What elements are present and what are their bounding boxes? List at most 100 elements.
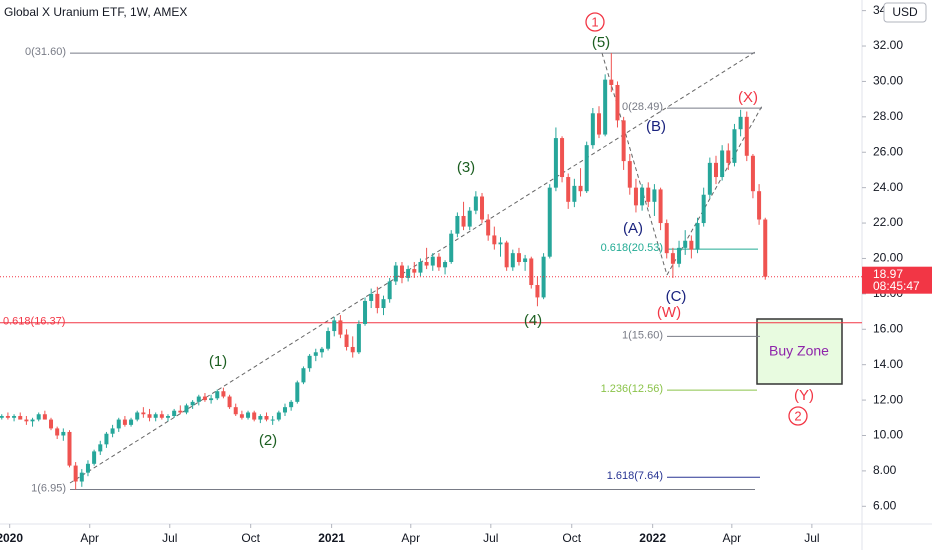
candle-body xyxy=(695,223,700,250)
candle-body xyxy=(523,258,528,262)
y-tick-label: 6.00 xyxy=(873,498,897,512)
candle-body xyxy=(640,187,645,206)
candle-body xyxy=(412,269,417,273)
candle-body xyxy=(516,253,521,262)
candle-body xyxy=(246,412,251,418)
candle-body xyxy=(621,120,626,162)
candle-body xyxy=(633,187,638,206)
candle-body xyxy=(141,412,146,415)
candle-body xyxy=(295,382,300,402)
candle-body xyxy=(387,281,392,300)
candle-body xyxy=(276,412,281,420)
candle-body xyxy=(227,396,232,408)
wave-label: 1 xyxy=(591,14,598,29)
candle-body xyxy=(172,410,177,417)
candle-body xyxy=(326,331,331,349)
wave-label: (1) xyxy=(209,353,227,370)
candle-body xyxy=(707,162,712,195)
price-tag-countdown: 08:45:47 xyxy=(873,279,920,293)
candle-body xyxy=(0,416,4,418)
candle-body xyxy=(344,334,349,347)
candle-body xyxy=(264,416,269,420)
candle-body xyxy=(418,262,423,273)
candle-body xyxy=(30,419,35,422)
candle-body xyxy=(135,412,140,420)
candle-body xyxy=(572,185,577,202)
candle-body xyxy=(510,253,515,268)
x-tick-label: Oct xyxy=(562,531,581,545)
candle-body xyxy=(42,414,47,420)
buy-zone xyxy=(756,318,843,385)
candle-body xyxy=(547,187,552,257)
candle-body xyxy=(627,161,632,188)
candle-body xyxy=(153,414,158,418)
candle-body xyxy=(406,269,411,278)
price-tag-value: 18.97 xyxy=(873,267,903,281)
candle-body xyxy=(159,414,164,418)
candle-body xyxy=(424,262,429,266)
candle-body xyxy=(363,300,368,324)
buy-zone-label: Buy Zone xyxy=(769,343,829,359)
x-tick-label: 2022 xyxy=(639,531,666,545)
currency-box xyxy=(883,2,927,23)
candle-body xyxy=(535,285,540,298)
candle-body xyxy=(732,129,737,163)
y-tick-label: 14.00 xyxy=(873,357,903,371)
candle-body xyxy=(757,191,762,220)
y-tick-label: 22.00 xyxy=(873,215,903,229)
candle-body xyxy=(744,116,749,156)
candle-body xyxy=(233,407,238,415)
wave-label: (C) xyxy=(666,288,687,305)
fib-label: 1.236(12.56) xyxy=(601,383,663,395)
fib-label: 0(28.49) xyxy=(622,101,663,113)
candle-body xyxy=(430,256,435,266)
candle-body xyxy=(670,253,675,264)
candle-body xyxy=(196,396,201,402)
candle-body xyxy=(603,79,608,135)
candle-body xyxy=(504,242,509,268)
x-tick-label: Oct xyxy=(241,531,260,545)
candle-body xyxy=(5,416,10,418)
candle-body xyxy=(258,416,263,420)
wave-label: (A) xyxy=(623,220,643,237)
candle-body xyxy=(147,414,152,418)
y-tick-label: 24.00 xyxy=(873,180,903,194)
candle-body xyxy=(221,391,226,397)
candle-body xyxy=(92,451,97,464)
trend-line xyxy=(69,51,756,484)
candle-body xyxy=(122,419,127,425)
candle-body xyxy=(449,233,454,262)
candle-body xyxy=(252,412,257,420)
wave-label: (Y) xyxy=(794,387,814,404)
candle-body xyxy=(369,293,374,301)
candle-body xyxy=(738,116,743,130)
candle-body xyxy=(677,247,682,264)
fib-label: 1(6.95) xyxy=(31,482,66,494)
fib-label: 0.618(20.53) xyxy=(601,242,663,254)
x-tick-label: 2021 xyxy=(318,531,345,545)
wave-label: (X) xyxy=(738,89,758,106)
candle-body xyxy=(307,355,312,369)
candle-body xyxy=(202,396,207,401)
x-tick-label: Apr xyxy=(722,531,741,545)
candle-body xyxy=(104,433,109,445)
candle-body xyxy=(209,398,214,401)
candle-body xyxy=(443,262,448,268)
candle-body xyxy=(436,256,441,268)
candle-body xyxy=(61,431,66,436)
candle-body xyxy=(473,196,478,211)
y-tick-label: 12.00 xyxy=(873,392,903,406)
candle-body xyxy=(578,185,583,192)
y-tick-label: 30.00 xyxy=(873,74,903,88)
y-tick-label: 26.00 xyxy=(873,144,903,158)
candle-body xyxy=(338,320,343,335)
currency: USD xyxy=(892,5,918,19)
fib-label: 0(31.60) xyxy=(25,46,66,58)
candle-body xyxy=(85,463,90,473)
candle-body xyxy=(12,416,17,418)
x-tick-label: Jul xyxy=(162,531,177,545)
wave-label: (W) xyxy=(657,304,681,321)
candle-body xyxy=(553,138,558,188)
y-tick-label: 32.00 xyxy=(873,38,903,52)
candle-body xyxy=(166,416,171,418)
